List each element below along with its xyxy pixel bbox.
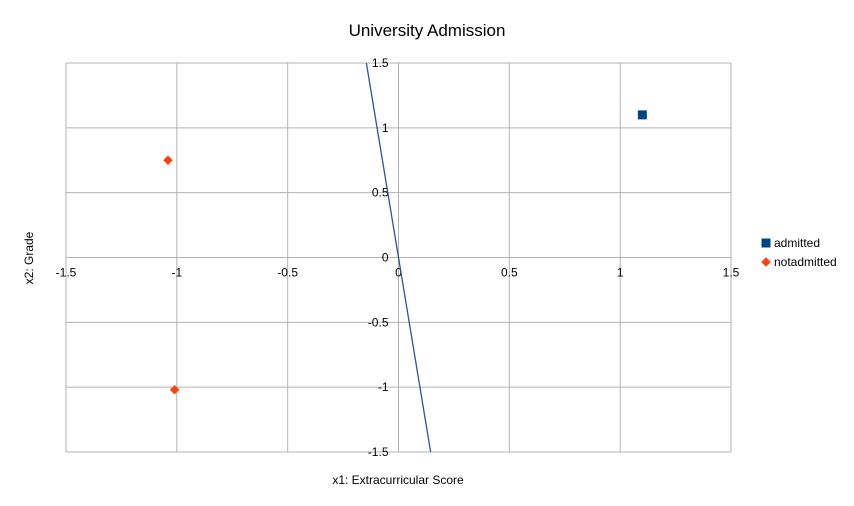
notadmitted-point-1: [169, 384, 180, 395]
boundary-line: [365, 62, 432, 453]
notadmitted-point-0: [163, 155, 173, 166]
x-tick-label-3: 0: [395, 266, 402, 280]
x-tick-label-2: -0.5: [277, 266, 298, 280]
legend-marker-notadmitted: [761, 257, 771, 267]
y-tick-label-6: -1.5: [368, 445, 389, 459]
x-axis-label: x1: Extracurricular Score: [332, 473, 464, 487]
x-tick-label-5: 1: [617, 266, 624, 280]
decision-boundary: [365, 62, 432, 453]
legend-label-notadmitted: notadmitted: [774, 255, 837, 269]
admitted-point-0: [637, 110, 647, 120]
legend: admitted notadmitted: [761, 236, 837, 269]
y-tick-label-5: -1: [378, 380, 389, 394]
legend-label-admitted: admitted: [774, 236, 820, 250]
x-tick-label-0: -1.5: [56, 266, 77, 280]
y-tick-label-1: 1: [382, 121, 389, 135]
x-tick-label-1: -1: [171, 266, 182, 280]
y-tick-label-2: 0.5: [372, 186, 389, 200]
x-tick-label-4: 0.5: [501, 266, 518, 280]
y-tick-label-4: -0.5: [368, 315, 389, 329]
x-tick-label-6: 1.5: [723, 266, 740, 280]
y-tick-label-3: 0: [382, 251, 389, 265]
y-tick-label-0: 1.5: [372, 56, 389, 70]
chart-title: University Admission: [349, 21, 506, 40]
legend-marker-admitted: [761, 238, 771, 248]
tick-labels: -1.5 -1 -0.5 0 0.5 1 1.5 1.5 1 0.5 0 -0.5 -1 -1.5: [56, 56, 740, 459]
data-points: [163, 110, 647, 395]
y-axis-label: x2: Grade: [22, 231, 36, 284]
